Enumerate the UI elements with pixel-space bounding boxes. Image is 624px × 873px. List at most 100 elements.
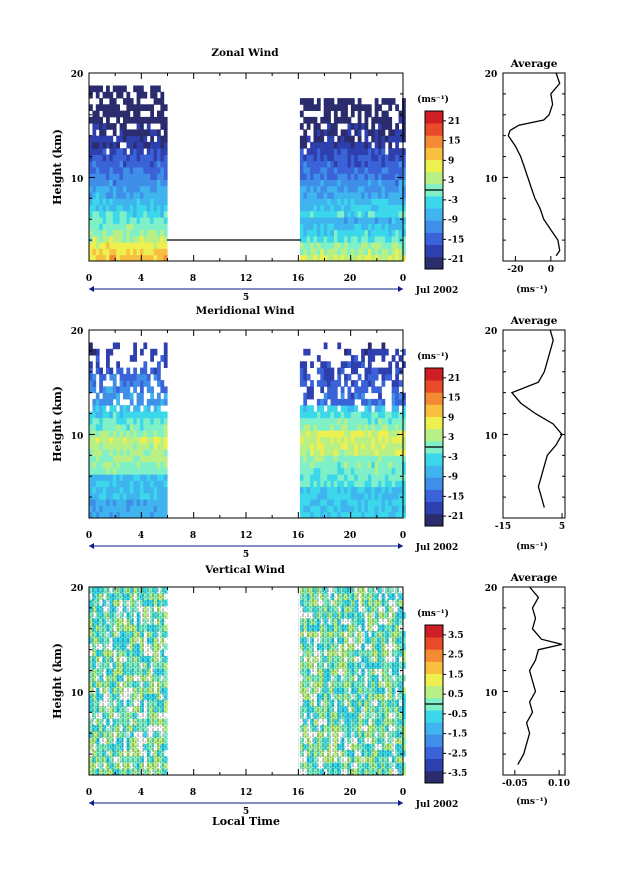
heatmap-cell <box>384 492 389 500</box>
heatmap-cell <box>350 505 355 513</box>
heatmap-cell <box>299 449 304 456</box>
heatmap-cell <box>398 474 403 481</box>
heatmap-cell <box>402 480 406 488</box>
heatmap-cell <box>136 467 141 475</box>
heatmap-cell <box>95 104 100 111</box>
heatmap-cell <box>310 141 314 149</box>
average-title: Average <box>510 572 558 584</box>
heatmap-cell <box>371 198 376 205</box>
heatmap-cell <box>391 455 396 462</box>
heatmap-cell <box>310 424 314 431</box>
heatmap-cell <box>303 449 308 456</box>
heatmap-cell <box>316 217 321 224</box>
heatmap-cell <box>371 486 376 494</box>
heatmap-cell <box>364 148 369 155</box>
heatmap-cell <box>374 104 379 111</box>
heatmap-cell <box>367 417 372 425</box>
heatmap-cell <box>388 173 393 180</box>
heatmap-cell <box>323 179 328 187</box>
day-label: 5 <box>243 807 249 817</box>
heatmap-cell <box>146 467 151 475</box>
heatmap-cell <box>140 348 144 356</box>
heatmap-cell <box>95 123 100 130</box>
heatmap-cell <box>116 91 120 99</box>
heatmap-cell <box>378 417 382 425</box>
heatmap-cell <box>303 198 308 205</box>
heatmap-cell <box>316 254 321 262</box>
heatmap-cell <box>150 499 154 506</box>
heatmap-cell <box>126 210 131 218</box>
heatmap-cell <box>119 480 124 488</box>
heatmap-cell <box>126 91 131 99</box>
heatmap-cell <box>354 192 359 199</box>
heatmap-cell <box>112 505 117 513</box>
colorbar-tick-label: 3.5 <box>448 631 464 641</box>
heatmap-cell <box>123 98 127 105</box>
heatmap-cell <box>381 129 386 137</box>
heatmap-cell <box>357 98 362 105</box>
heatmap-cell <box>163 467 168 475</box>
heatmap-cell <box>299 141 304 149</box>
heatmap-cell <box>313 442 318 450</box>
heatmap-cell <box>340 198 345 205</box>
heatmap-cell <box>320 486 325 494</box>
heatmap-cell <box>126 229 131 237</box>
heatmap-cell <box>364 179 369 187</box>
heatmap-cell <box>119 474 124 481</box>
heatmap-cell <box>344 405 348 412</box>
heatmap-cell <box>320 474 325 481</box>
heatmap-cell <box>344 192 348 199</box>
heatmap-cell <box>381 505 386 513</box>
heatmap-cell <box>106 436 110 444</box>
heatmap-cell <box>371 179 376 187</box>
heatmap-cell <box>129 474 134 481</box>
heatmap-cell <box>395 210 399 218</box>
heatmap-cell <box>153 192 158 199</box>
heatmap-cell <box>126 198 131 205</box>
heatmap-cell <box>374 499 379 506</box>
heatmap-cell <box>340 486 345 494</box>
heatmap-cell <box>378 185 382 193</box>
heatmap-cell <box>306 254 311 262</box>
heatmap-cell <box>157 442 161 450</box>
heatmap-cell <box>95 235 100 243</box>
heatmap-cell <box>354 455 359 462</box>
heatmap-cell <box>350 424 355 431</box>
heatmap-cell <box>384 229 389 237</box>
heatmap-cell <box>344 148 348 155</box>
heatmap-cell <box>395 449 399 456</box>
heatmap-cell <box>350 198 355 205</box>
heatmap-cell <box>112 449 117 456</box>
heatmap-cell <box>136 204 141 212</box>
heatmap-cell <box>153 98 158 105</box>
heatmap-cell <box>126 173 131 180</box>
heatmap-cell <box>299 455 304 462</box>
heatmap-cell <box>102 405 107 412</box>
heatmap-cell <box>140 167 144 174</box>
heatmap-cell <box>391 204 396 212</box>
heatmap-cell <box>95 148 100 155</box>
heatmap-cell <box>92 411 97 419</box>
heatmap-cell <box>112 492 117 500</box>
heatmap-cell <box>89 455 93 462</box>
heatmap-cell <box>116 461 120 469</box>
heatmap-cell <box>398 229 403 237</box>
heatmap-cell <box>354 254 359 262</box>
heatmap-cell <box>299 160 304 168</box>
heatmap-cell <box>157 204 161 212</box>
heatmap-cell <box>330 455 335 462</box>
heatmap-cell <box>126 449 131 456</box>
heatmap-cell <box>347 398 352 406</box>
heatmap-cell <box>398 154 403 162</box>
heatmap-cell <box>123 154 127 162</box>
heatmap-cell <box>143 204 148 212</box>
heatmap-cell <box>143 467 148 475</box>
heatmap-cell <box>89 411 93 419</box>
heatmap-cell <box>347 235 352 243</box>
heatmap-cell <box>378 223 382 231</box>
heatmap-cell <box>303 141 308 149</box>
heatmap-cell <box>136 179 141 187</box>
heatmap-cell <box>136 129 141 137</box>
heatmap-cell <box>143 116 148 124</box>
heatmap-cell <box>391 492 396 500</box>
